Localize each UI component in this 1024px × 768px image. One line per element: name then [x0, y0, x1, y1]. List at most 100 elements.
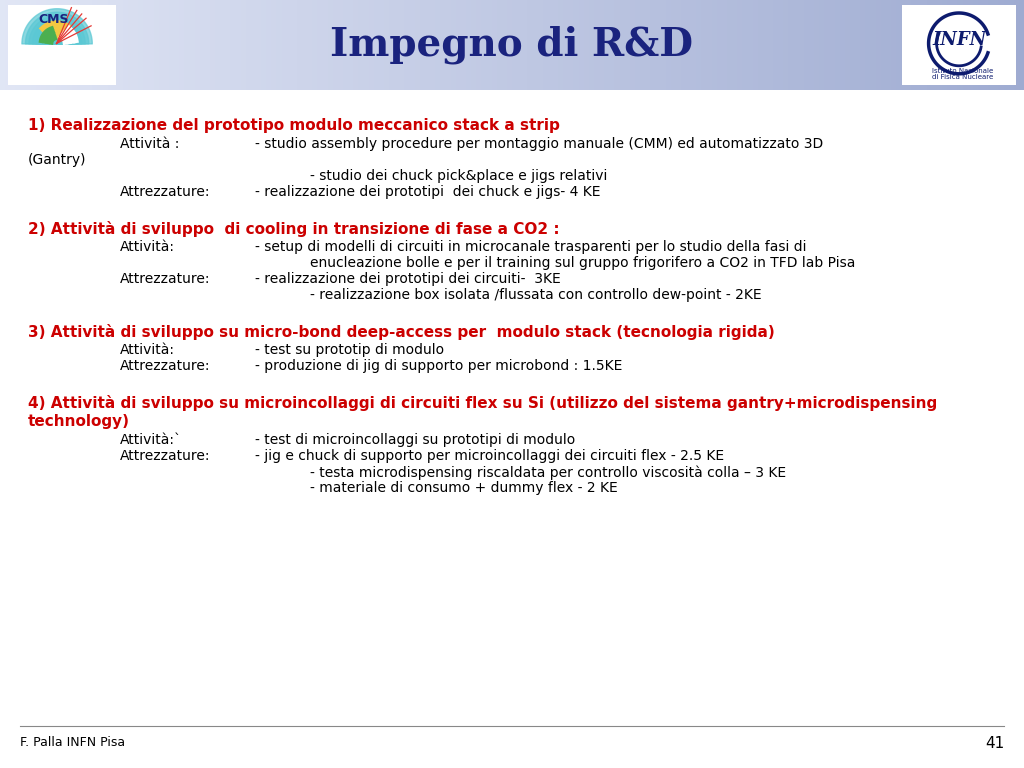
Bar [302, 0, 308, 90]
Bar [835, 0, 841, 90]
Text: Attrezzature:: Attrezzature: [120, 272, 211, 286]
Bar [164, 0, 170, 90]
Bar [389, 0, 395, 90]
Bar [445, 0, 452, 90]
Bar [215, 0, 221, 90]
Text: - studio dei chuck pick&place e jigs relativi: - studio dei chuck pick&place e jigs rel… [310, 169, 607, 183]
Bar [681, 0, 687, 90]
Bar [169, 0, 175, 90]
Bar [712, 0, 718, 90]
Bar [15, 0, 22, 90]
Bar [998, 0, 1005, 90]
Bar [451, 0, 457, 90]
Bar [271, 0, 278, 90]
Bar [5, 0, 11, 90]
Bar [379, 0, 385, 90]
Bar [927, 0, 933, 90]
Bar [609, 0, 615, 90]
Bar [548, 0, 554, 90]
Text: - testa microdispensing riscaldata per controllo viscosità colla – 3 KE: - testa microdispensing riscaldata per c… [310, 465, 786, 479]
Bar [466, 0, 472, 90]
Bar [543, 0, 549, 90]
Bar [338, 0, 344, 90]
Bar [184, 0, 190, 90]
Text: CMS: CMS [38, 13, 69, 26]
Bar [538, 0, 544, 90]
Bar [696, 0, 702, 90]
Bar [937, 0, 943, 90]
Bar [205, 0, 211, 90]
Bar [701, 0, 708, 90]
Bar [36, 0, 42, 90]
Bar [604, 0, 610, 90]
Bar [148, 0, 155, 90]
Bar [768, 0, 774, 90]
Bar [522, 0, 528, 90]
Bar [1014, 0, 1020, 90]
Bar [773, 0, 779, 90]
Bar [860, 0, 866, 90]
Text: Impegno di R&D: Impegno di R&D [331, 26, 693, 65]
Bar [210, 0, 216, 90]
Bar [51, 0, 57, 90]
Bar [1009, 0, 1015, 90]
Bar [287, 0, 293, 90]
Bar [261, 0, 267, 90]
Text: - test su prototip di modulo: - test su prototip di modulo [255, 343, 444, 357]
Text: - studio assembly procedure per montaggio manuale (CMM) ed automatizzato 3D: - studio assembly procedure per montaggi… [255, 137, 823, 151]
Bar [568, 0, 574, 90]
Bar [481, 0, 487, 90]
Bar [502, 0, 508, 90]
Bar [686, 0, 692, 90]
Bar [809, 0, 815, 90]
Bar [174, 0, 180, 90]
Bar [993, 0, 999, 90]
Bar [46, 0, 52, 90]
Bar [179, 0, 185, 90]
Bar [804, 0, 810, 90]
Bar [855, 0, 861, 90]
Bar [763, 0, 769, 90]
Bar [56, 0, 62, 90]
Bar [195, 0, 201, 90]
Bar [584, 0, 590, 90]
Bar [10, 0, 16, 90]
Bar [778, 0, 784, 90]
Bar [159, 0, 165, 90]
Bar [819, 0, 825, 90]
Bar [978, 0, 984, 90]
Bar [911, 0, 918, 90]
Bar [353, 0, 359, 90]
Text: 3) Attività di sviluppo su micro-bond deep-access per  modulo stack (tecnologia : 3) Attività di sviluppo su micro-bond de… [28, 324, 775, 340]
Bar [799, 0, 805, 90]
Text: enucleazione bolle e per il training sul gruppo frigorifero a CO2 in TFD lab Pis: enucleazione bolle e per il training sul… [310, 256, 855, 270]
Bar [26, 0, 32, 90]
Bar [369, 0, 375, 90]
Bar [671, 0, 677, 90]
Bar [870, 0, 877, 90]
Bar [154, 0, 160, 90]
Bar [256, 0, 262, 90]
Bar [783, 0, 790, 90]
Bar [384, 0, 390, 90]
Bar [328, 0, 334, 90]
Bar [492, 0, 498, 90]
Bar [399, 0, 406, 90]
Bar [814, 0, 820, 90]
Bar [1019, 0, 1024, 90]
Bar [251, 0, 257, 90]
Text: 41: 41 [985, 736, 1004, 751]
Bar [753, 0, 759, 90]
Bar [896, 0, 902, 90]
Bar [794, 0, 800, 90]
Text: Istituto Nazionale: Istituto Nazionale [932, 68, 993, 74]
Bar [471, 0, 477, 90]
Bar [579, 0, 585, 90]
Bar [942, 0, 948, 90]
Bar [307, 0, 313, 90]
Bar [748, 0, 754, 90]
Bar [430, 0, 436, 90]
Bar [82, 0, 88, 90]
Bar [440, 0, 446, 90]
Bar [456, 0, 462, 90]
